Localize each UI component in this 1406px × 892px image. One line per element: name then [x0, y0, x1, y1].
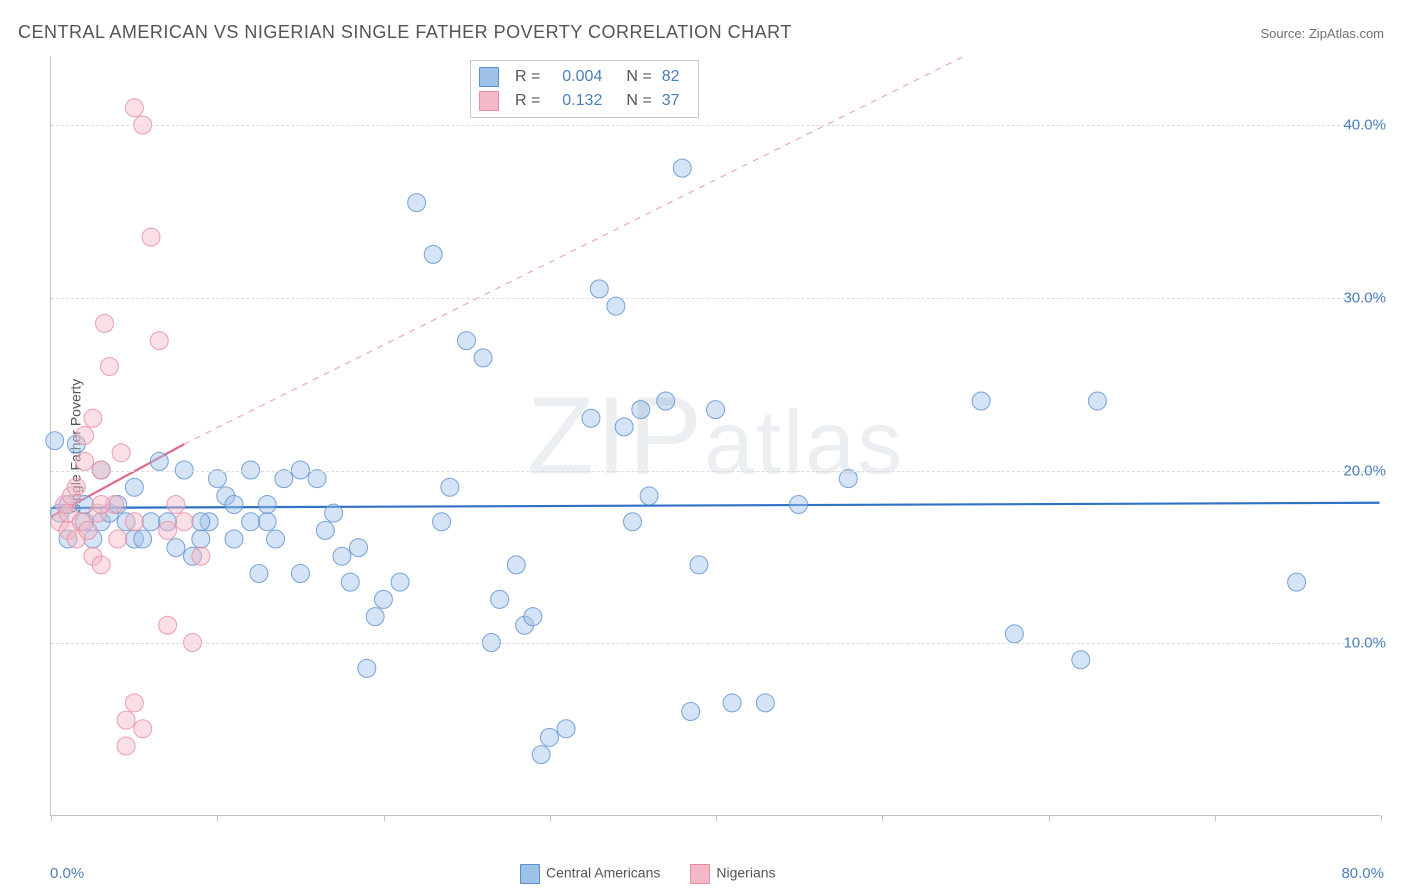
x-tick — [384, 815, 385, 821]
stat-swatch — [479, 67, 499, 87]
stat-swatch — [479, 91, 499, 111]
gridline-h — [51, 125, 1380, 126]
stat-n-label: N = — [626, 89, 651, 113]
x-tick — [882, 815, 883, 821]
chart-title: CENTRAL AMERICAN VS NIGERIAN SINGLE FATH… — [18, 22, 792, 43]
y-tick-label: 30.0% — [1343, 289, 1386, 306]
legend-swatch — [690, 864, 710, 884]
stat-row: R = 0.004 N = 82 — [479, 65, 690, 89]
legend-swatch — [520, 864, 540, 884]
gridline-h — [51, 298, 1380, 299]
stat-row: R = 0.132 N = 37 — [479, 89, 690, 113]
legend-item: Central Americans — [520, 864, 660, 884]
x-axis-max-label: 80.0% — [1341, 865, 1384, 882]
chart-container: CENTRAL AMERICAN VS NIGERIAN SINGLE FATH… — [0, 0, 1406, 892]
x-axis-min-label: 0.0% — [50, 865, 84, 882]
stat-r-value: 0.132 — [550, 89, 602, 113]
y-tick-label: 20.0% — [1343, 462, 1386, 479]
stat-r-label: R = — [515, 65, 540, 89]
legend-item: Nigerians — [690, 864, 775, 884]
source-label: Source: ZipAtlas.com — [1260, 26, 1384, 41]
x-tick — [1215, 815, 1216, 821]
stat-n-value: 82 — [662, 65, 690, 89]
stats-legend-box: R = 0.004 N = 82 R = 0.132 N = 37 — [470, 60, 699, 118]
stat-n-value: 37 — [662, 89, 690, 113]
x-tick — [550, 815, 551, 821]
gridline-h — [51, 643, 1380, 644]
y-tick-label: 40.0% — [1343, 117, 1386, 134]
x-tick — [1049, 815, 1050, 821]
x-tick — [217, 815, 218, 821]
legend-bottom: Central Americans Nigerians — [520, 864, 776, 884]
x-tick — [51, 815, 52, 821]
stat-r-label: R = — [515, 89, 540, 113]
y-tick-labels: 10.0% 20.0% 30.0% 40.0% — [1316, 56, 1386, 816]
stat-r-value: 0.004 — [550, 65, 602, 89]
y-tick-label: 10.0% — [1343, 635, 1386, 652]
plot-area: ZIPatlas — [50, 56, 1380, 816]
stat-n-label: N = — [626, 65, 651, 89]
legend-label: Nigerians — [716, 865, 775, 881]
gridline-h — [51, 471, 1380, 472]
x-tick — [716, 815, 717, 821]
legend-label: Central Americans — [546, 865, 660, 881]
scatter-svg — [51, 56, 1380, 815]
